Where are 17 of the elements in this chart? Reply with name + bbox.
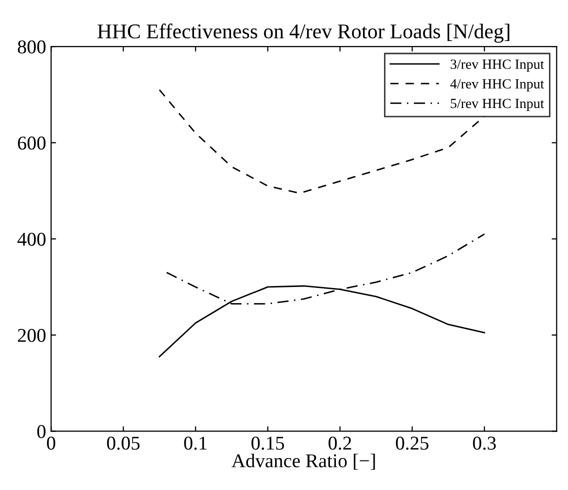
y-tick-label: 800	[18, 40, 46, 54]
y-tick-label: 600	[18, 136, 46, 150]
x-tick-label: 0.3	[473, 436, 496, 450]
x-tick-label: 0.2	[328, 436, 352, 450]
y-tick-label: 400	[17, 232, 46, 246]
x-tick-label: 0.25	[396, 436, 428, 450]
x-tick-label: 0	[47, 436, 56, 450]
x-axis-title: Advance Ratio [−]	[232, 454, 375, 470]
y-tick-label: 200	[18, 328, 46, 342]
x-tick-label: 0.15	[252, 436, 284, 450]
legend-label: 5/rev HHC Input	[450, 98, 544, 111]
y-tick-label: 0	[37, 425, 46, 438]
legend-label: 4/rev HHC Input	[450, 79, 544, 92]
legend-label: 3/rev HHC Input	[450, 60, 544, 72]
chart-title: HHC Effectiveness on 4/rev Rotor Loads [N/deg]	[98, 24, 510, 43]
x-tick-label: 0.1	[184, 436, 207, 450]
x-tick-label: 0.05	[107, 436, 140, 450]
